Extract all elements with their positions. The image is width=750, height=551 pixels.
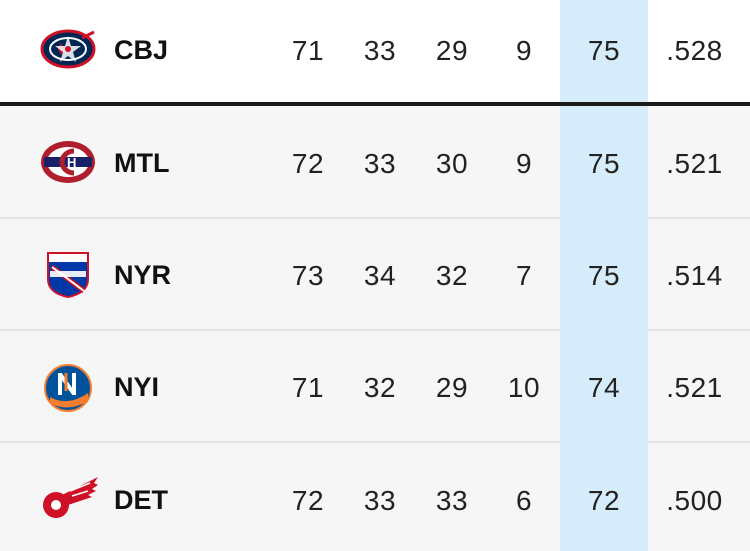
overtime-losses: 9 [515, 148, 533, 179]
games-played: 73 [291, 260, 325, 291]
games-played: 72 [291, 485, 325, 516]
points: 75 [587, 148, 621, 179]
losses: 29 [435, 372, 469, 403]
rangers-logo-icon [47, 252, 89, 299]
wins: 32 [363, 372, 397, 403]
games-played: 71 [291, 372, 325, 403]
points-percentage: .514 [666, 260, 723, 291]
points-percentage: .528 [666, 35, 723, 66]
games-played: 72 [291, 148, 325, 179]
team-abbreviation: DET [114, 485, 168, 515]
wins: 34 [363, 260, 397, 291]
points: 75 [587, 260, 621, 291]
losses: 30 [435, 148, 469, 179]
team-abbreviation: CBJ [114, 35, 169, 65]
points: 72 [587, 485, 621, 516]
overtime-losses: 9 [515, 35, 533, 66]
red-wings-logo-icon [43, 477, 98, 518]
team-abbreviation: MTL [114, 148, 170, 178]
games-played: 71 [291, 35, 325, 66]
losses: 29 [435, 35, 469, 66]
blue-jackets-logo-icon [40, 29, 96, 69]
points-percentage: .500 [666, 485, 723, 516]
losses: 32 [435, 260, 469, 291]
playoff-cutoff-line [0, 102, 750, 106]
wins: 33 [363, 35, 397, 66]
points-percentage: .521 [666, 148, 723, 179]
canadiens-logo-icon: H [41, 141, 95, 183]
svg-text:H: H [67, 155, 76, 170]
wins: 33 [363, 148, 397, 179]
points-column-highlight [560, 0, 648, 551]
points: 74 [587, 372, 621, 403]
points: 75 [587, 35, 621, 66]
islanders-logo-icon [44, 364, 92, 412]
points-percentage: .521 [666, 372, 723, 403]
overtime-losses: 7 [515, 260, 533, 291]
overtime-losses: 6 [515, 485, 533, 516]
overtime-losses: 10 [507, 372, 541, 403]
team-abbreviation: NYI [114, 372, 160, 402]
wins: 33 [363, 485, 397, 516]
losses: 33 [435, 485, 469, 516]
team-abbreviation: NYR [114, 260, 172, 290]
